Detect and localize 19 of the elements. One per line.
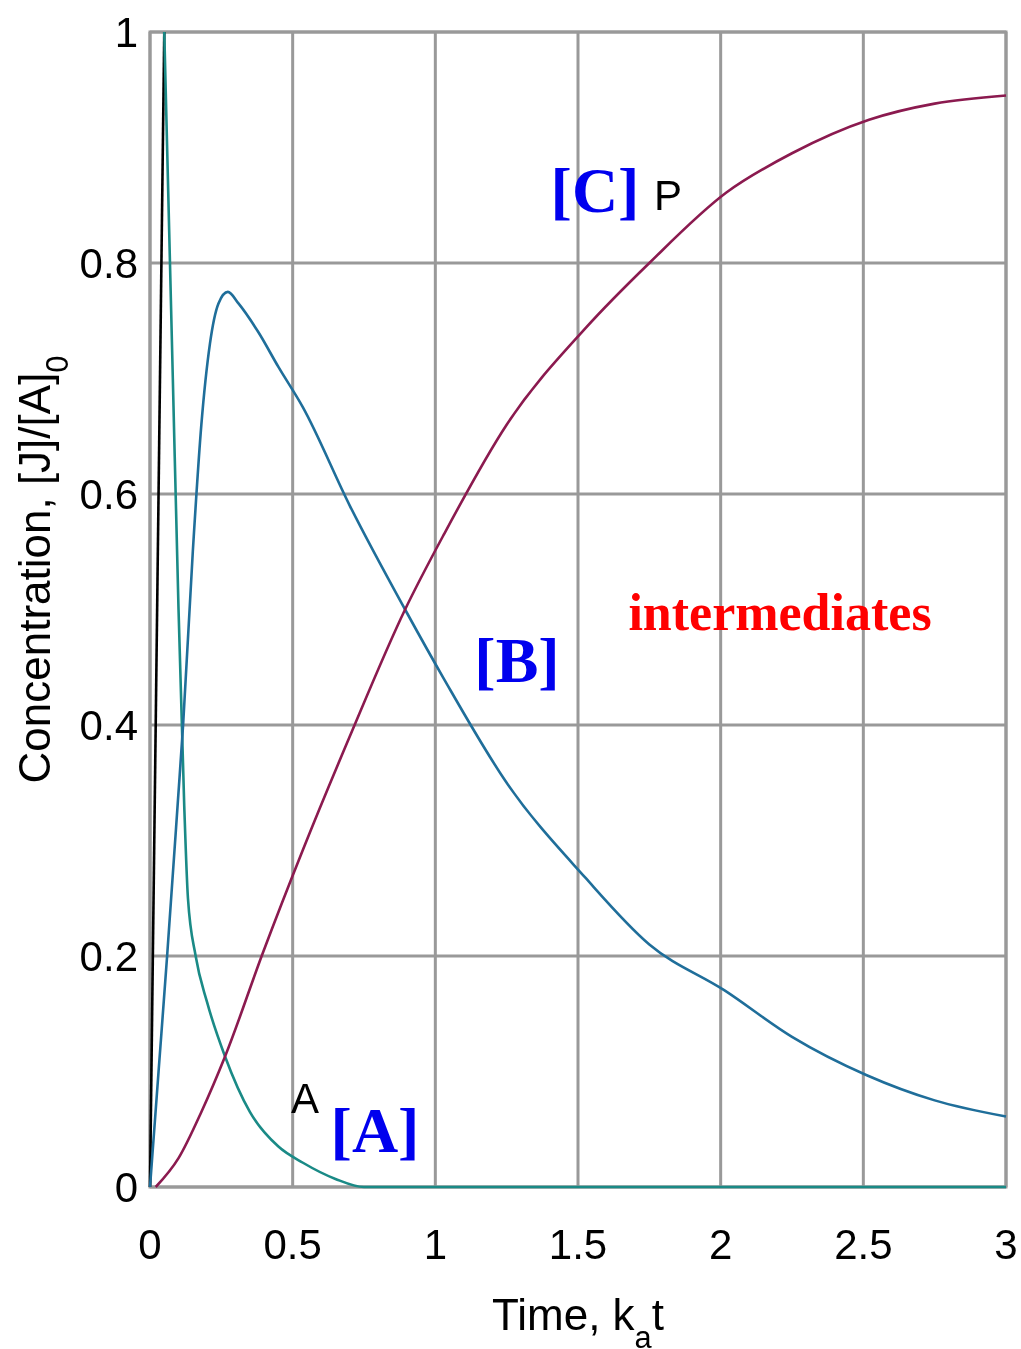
y-tick-label: 0.4 bbox=[79, 701, 138, 749]
x-axis-title: Time, k$_{a}$t bbox=[492, 1290, 664, 1349]
x-tick-label: 0.5 bbox=[263, 1221, 322, 1268]
x-tick-label: 1.5 bbox=[548, 1221, 608, 1268]
x-tick-label: 2 bbox=[708, 1221, 733, 1268]
annotation: P bbox=[653, 171, 683, 219]
x-tick-label: 3 bbox=[994, 1221, 1018, 1268]
y-tick-label: 1 bbox=[114, 8, 138, 56]
annotation: [A] bbox=[330, 1094, 420, 1166]
annotation: [C] bbox=[550, 154, 640, 226]
y-tick-label: 0.8 bbox=[79, 239, 138, 287]
annotation: A bbox=[290, 1074, 320, 1122]
y-tick-label: 0.6 bbox=[79, 470, 138, 518]
annotation: [B] bbox=[474, 624, 560, 696]
x-tick-label: 1 bbox=[423, 1221, 448, 1268]
y-tick-label: 0.2 bbox=[79, 932, 138, 980]
annotation: intermediates bbox=[628, 583, 932, 641]
y-tick-label: 0 bbox=[114, 1163, 138, 1211]
x-tick-label: 2.5 bbox=[834, 1221, 893, 1268]
